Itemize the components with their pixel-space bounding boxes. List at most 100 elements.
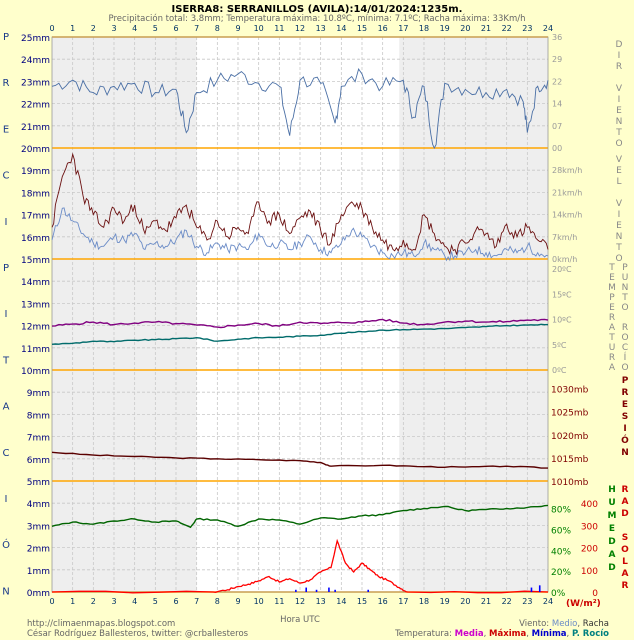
hour-tick-top: 8 xyxy=(215,24,220,33)
hour-tick-bottom: 5 xyxy=(153,597,158,606)
hour-tick-bottom: 18 xyxy=(419,597,429,606)
footer-author: César Rodríguez Ballesteros, twitter: @c… xyxy=(27,628,249,639)
hour-tick-bottom: 0 xyxy=(49,597,54,606)
chart-title: ISERRA8: SERRANILLOS (AVILA):14/01/2024:… xyxy=(172,4,463,15)
x-axis-label: Hora UTC xyxy=(280,615,320,625)
precipitation-tick: 2mm xyxy=(27,545,50,555)
rain-bar xyxy=(367,589,369,592)
precipitation-tick: 11mm xyxy=(21,345,50,355)
precipitation-tick: 14mm xyxy=(21,278,50,288)
precipitation-tick: 6mm xyxy=(27,456,50,466)
wind-direction-tick: 29 xyxy=(552,55,562,64)
rain-bar xyxy=(530,587,533,592)
wind-direction-line xyxy=(51,67,549,150)
hour-tick-bottom: 8 xyxy=(215,597,220,606)
chart-series xyxy=(51,67,549,594)
rain-bar xyxy=(328,587,330,592)
hour-tick-top: 0 xyxy=(49,24,54,33)
temp-legend: Temperatura: Media, Máxima, Mínima, P. R… xyxy=(394,629,609,639)
right-axes: 36 29 22 14 07 00 28km/h 21km/h 14km/h 7km/h 0km/h… xyxy=(551,33,629,609)
chart-subtitle: Precipitación total: 3.8mm; Temperatura … xyxy=(109,13,526,24)
precipitation-letter: P xyxy=(3,263,9,274)
hour-tick-bottom: 24 xyxy=(543,597,553,606)
hour-tick-top: 21 xyxy=(481,24,491,33)
hour-tick-bottom: 13 xyxy=(316,597,326,606)
hour-tick-top: 15 xyxy=(357,24,367,33)
wind-speed-tick: 0km/h xyxy=(552,255,577,264)
chart-panels xyxy=(51,36,549,593)
hour-tick-top: 2 xyxy=(91,24,96,33)
wind-direction-tick: 14 xyxy=(552,100,562,109)
temp-legend-sep1: , xyxy=(484,629,489,639)
precipitation-tick: 22mm xyxy=(21,101,50,111)
precipitation-tick: 25mm xyxy=(21,34,50,44)
wind-speed-tick: 28km/h xyxy=(552,166,582,175)
temperature-tick: 0ºC xyxy=(552,366,567,375)
precipitation-letter: R xyxy=(3,78,10,89)
temperature-mean-line xyxy=(51,318,549,329)
hour-tick-top: 11 xyxy=(274,24,284,33)
precipitation-tick: 13mm xyxy=(21,300,50,310)
hour-tick-top: 13 xyxy=(316,24,326,33)
hour-tick-top: 7 xyxy=(194,24,199,33)
wind-direction-tick: 07 xyxy=(552,122,562,131)
humidity-tick: 40% xyxy=(551,547,571,557)
precipitation-letter: N xyxy=(2,586,9,597)
solar-tick: 300 xyxy=(581,522,598,532)
solar-unit: (W/m²) xyxy=(566,599,601,609)
pressure-line xyxy=(51,451,548,469)
hour-tick-bottom: 1 xyxy=(70,597,75,606)
wind-gust-line xyxy=(51,152,549,256)
precipitation-tick: 15mm xyxy=(21,256,50,266)
temp-legend-sep3: , xyxy=(567,629,572,639)
temp-legend-min: Mínima xyxy=(532,629,567,639)
temp-legend-dew: P. Rocío xyxy=(572,629,609,639)
temperature-tick: 20ºC xyxy=(552,265,572,274)
precipitation-tick: 1mm xyxy=(27,567,50,577)
temperature-tick: 5ºC xyxy=(552,341,567,350)
solar-tick: 200 xyxy=(581,545,598,555)
precipitation-tick: 12mm xyxy=(21,323,50,333)
hour-tick-bottom: 7 xyxy=(194,597,199,606)
temp-legend-mean: Media xyxy=(455,629,484,639)
precipitation-tick: 17mm xyxy=(21,212,50,222)
wind-legend: Viento: Medio, Racha xyxy=(519,619,609,629)
hour-axis-bottom: 0 1 2 3 4 5 6 7 8 9 10 11 12 13 14 15 16 17 18 19 20 21 22 23 24 xyxy=(49,597,553,606)
hour-tick-top: 24 xyxy=(543,24,553,33)
hour-axis-top: 0 1 2 3 4 5 6 7 8 9 10 11 12 13 14 15 16 17 18 19 20 21 22 23 24 xyxy=(49,24,553,33)
humidity-tick: 80% xyxy=(551,506,571,516)
precipitation-letter: I xyxy=(5,309,8,320)
hour-tick-bottom: 23 xyxy=(522,597,532,606)
hour-tick-top: 10 xyxy=(254,24,264,33)
hour-tick-top: 17 xyxy=(398,24,408,33)
hour-tick-bottom: 21 xyxy=(481,597,491,606)
precipitation-tick: 21mm xyxy=(21,123,50,133)
precipitation-tick: 16mm xyxy=(21,234,50,244)
wind-speed-tick: 21km/h xyxy=(552,188,582,197)
wind-legend-sep: , xyxy=(577,619,582,629)
solar-tick: 0 xyxy=(592,589,598,599)
wind-direction-tick: 36 xyxy=(552,33,562,42)
precipitation-tick: 3mm xyxy=(27,522,50,532)
precipitation-tick: 5mm xyxy=(27,478,50,488)
humidity-tick: 0% xyxy=(551,589,566,599)
hour-tick-top: 1 xyxy=(70,24,75,33)
hour-tick-bottom: 14 xyxy=(336,597,346,606)
precipitation-tick: 24mm xyxy=(21,56,50,66)
precipitation-tick: 9mm xyxy=(27,389,50,399)
hour-tick-bottom: 4 xyxy=(132,597,137,606)
wind-direction-tick: 00 xyxy=(552,144,562,153)
rain-bar xyxy=(334,589,336,592)
hour-tick-bottom: 9 xyxy=(235,597,240,606)
hour-tick-top: 9 xyxy=(235,24,240,33)
hour-tick-top: 16 xyxy=(378,24,388,33)
wind-speed-tick: 14km/h xyxy=(552,211,582,220)
hour-tick-bottom: 11 xyxy=(274,597,284,606)
wind-legend-gust: Racha xyxy=(583,619,609,629)
hour-tick-bottom: 2 xyxy=(91,597,96,606)
